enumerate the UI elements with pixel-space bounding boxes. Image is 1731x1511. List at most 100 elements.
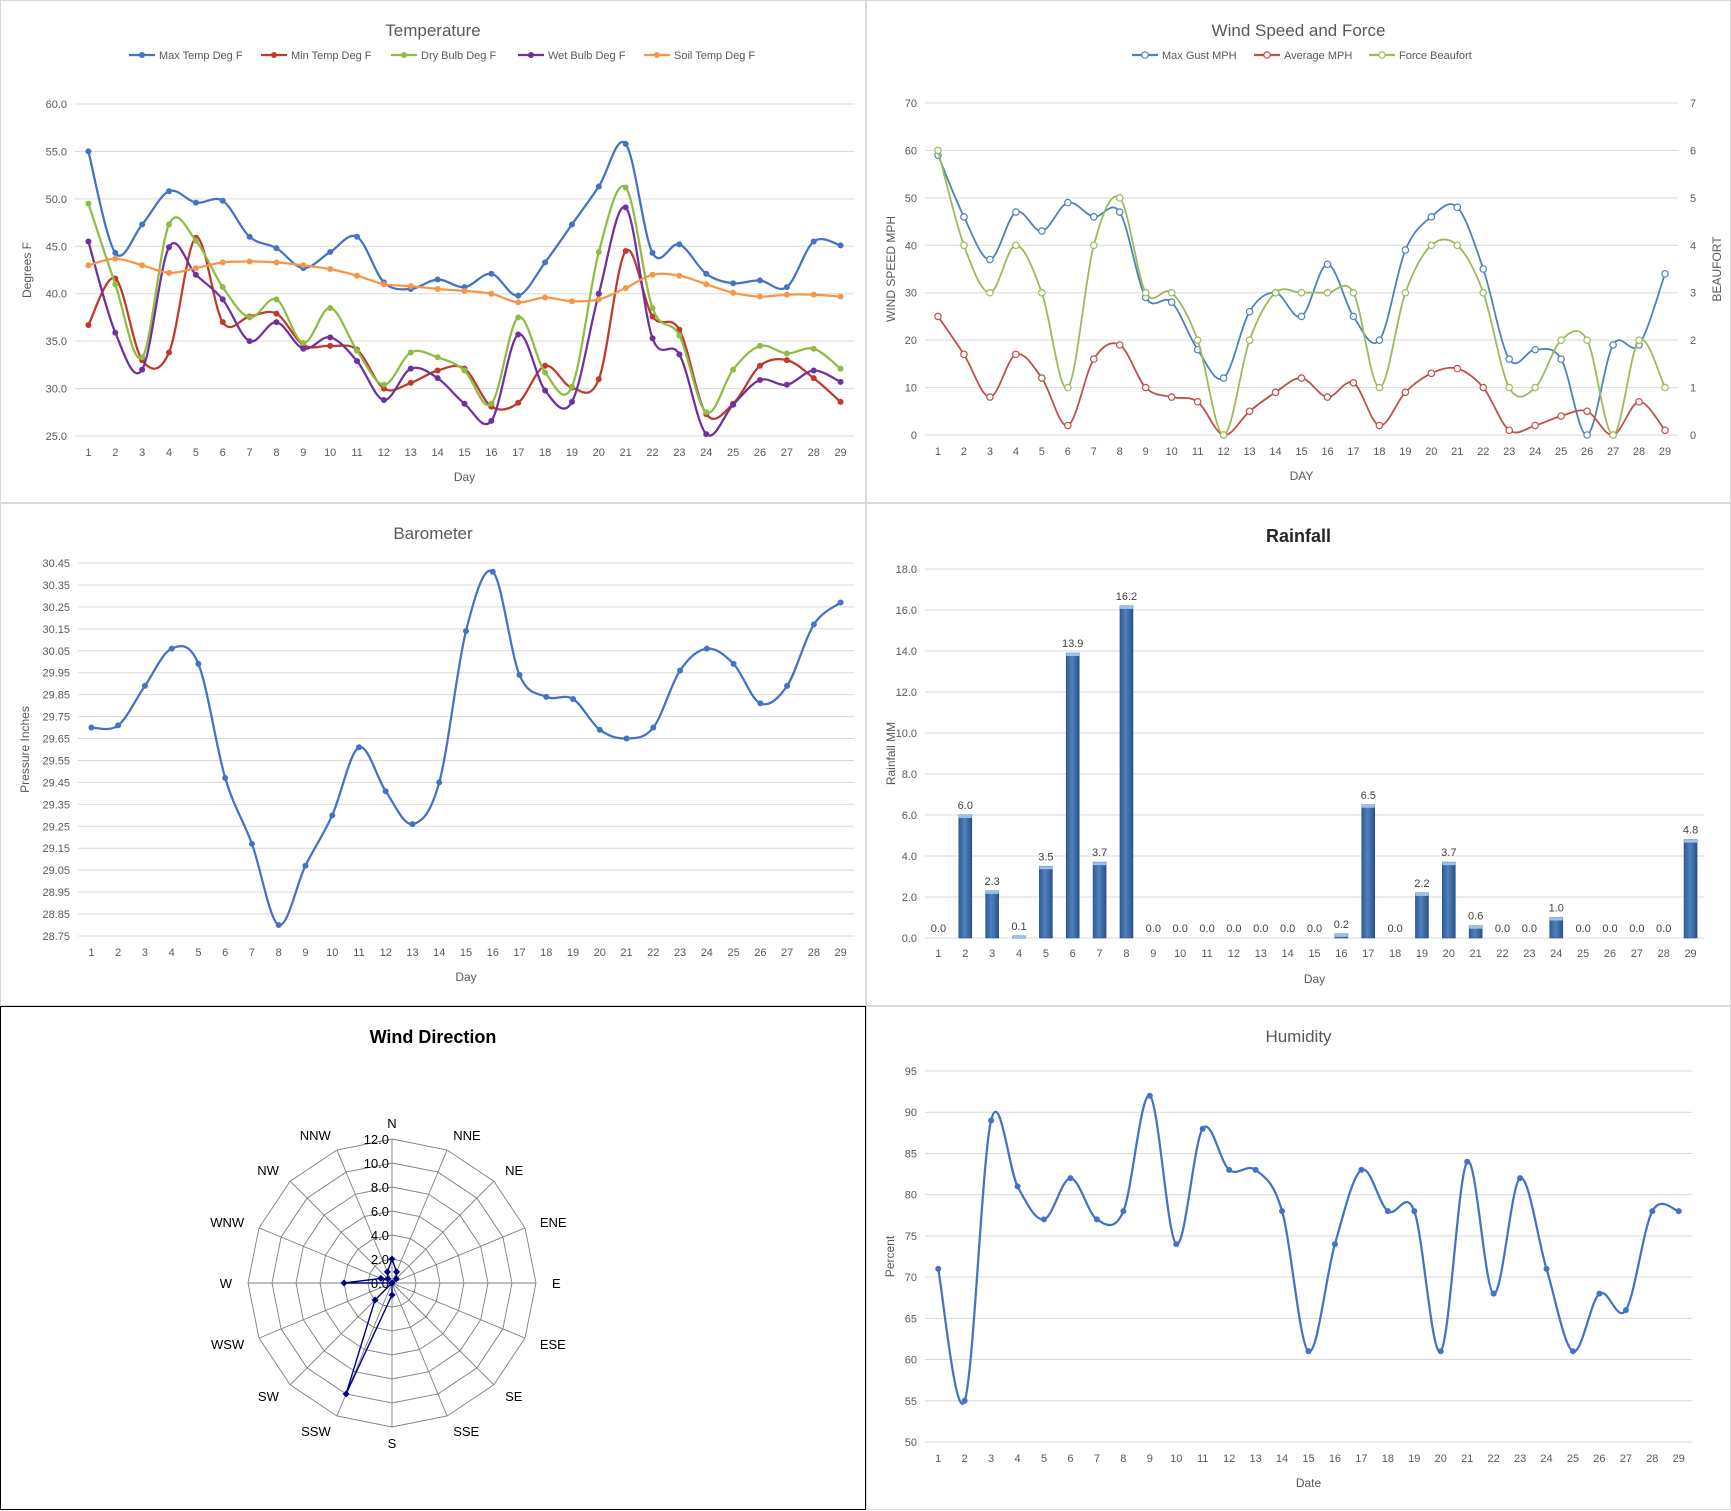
- data-point: [756, 342, 763, 349]
- x-tick-label: 1: [935, 1453, 941, 1465]
- rain-bar-top: [1684, 839, 1698, 843]
- data-point: [595, 296, 602, 303]
- wind-direction-point: [384, 1275, 392, 1283]
- y-tick-label: 10.0: [896, 728, 917, 740]
- series-line-1: [87, 236, 842, 421]
- y-tick-label: 70: [905, 1272, 917, 1284]
- rain-data-label: 0.0: [1307, 923, 1322, 935]
- y-tick-label: 29.55: [42, 755, 70, 767]
- data-point: [1219, 374, 1228, 382]
- data-point: [783, 357, 790, 364]
- radial-tick-label: 8.0: [371, 1180, 389, 1195]
- wind-direction-plot: NNNENEENEEESESESSESSSWSWWSWWWNWNWNNW0.02…: [210, 1116, 567, 1451]
- radar-spoke: [258, 1227, 393, 1284]
- x-tick-label: 29: [1684, 948, 1696, 960]
- data-point: [1675, 1208, 1682, 1215]
- data-point: [622, 285, 629, 292]
- x-tick-label: 14: [432, 447, 444, 459]
- data-point: [219, 259, 226, 266]
- rain-bar-top: [1361, 804, 1375, 808]
- y-tick-label: 50.0: [46, 194, 67, 206]
- compass-label: W: [220, 1276, 233, 1291]
- x-tick-label: 6: [220, 447, 226, 459]
- data-point: [1167, 288, 1176, 297]
- data-point: [1411, 1208, 1418, 1215]
- data-point: [192, 199, 199, 206]
- data-point: [757, 700, 764, 707]
- compass-label: WSW: [211, 1337, 245, 1352]
- x-tick-label: 17: [1355, 1453, 1367, 1465]
- wind-direction-point: [392, 1275, 400, 1283]
- radar-spoke: [391, 1282, 526, 1339]
- x-tick-label: 13: [405, 447, 417, 459]
- wind-direction-title: Wind Direction: [369, 1027, 497, 1047]
- y-tick-label: 60: [905, 145, 917, 157]
- x-tick-label: 7: [1094, 1453, 1100, 1465]
- data-point: [837, 599, 844, 606]
- x-tick-label: 8: [1117, 446, 1123, 458]
- x-tick-label: 5: [1039, 446, 1045, 458]
- data-point: [168, 645, 175, 652]
- rain-data-label: 13.9: [1062, 638, 1083, 650]
- x-tick-label: 7: [1091, 446, 1097, 458]
- data-point: [166, 269, 173, 276]
- x-tick-label: 11: [353, 947, 364, 959]
- x-tick-label: 11: [1192, 446, 1203, 458]
- rain-data-label: 4.8: [1683, 825, 1698, 837]
- rain-bar-top: [1039, 866, 1053, 870]
- data-point: [1384, 1208, 1391, 1215]
- rain-data-label: 3.5: [1038, 851, 1053, 863]
- rain-bar: [985, 890, 999, 939]
- radial-tick-label: 2.0: [371, 1252, 389, 1267]
- x-tick-label: 22: [646, 447, 658, 459]
- data-point: [1427, 369, 1436, 378]
- y-tick-label: 4.0: [902, 851, 917, 863]
- temperature-chart: Temperature 60.0 55.0 50.0 45.0 40.0 35.0 30.0…: [0, 0, 866, 503]
- x-tick-label: 14: [1282, 948, 1294, 960]
- radial-tick-label: 12.0: [364, 1132, 389, 1147]
- data-point: [380, 381, 387, 388]
- compass-label: S: [388, 1436, 397, 1451]
- data-point: [1323, 393, 1332, 401]
- x-tick-label: 18: [1389, 948, 1401, 960]
- data-point: [166, 349, 173, 356]
- data-point: [596, 726, 603, 733]
- data-point: [85, 200, 92, 207]
- y2-tick-label: 0: [1690, 430, 1696, 442]
- data-point: [407, 349, 414, 356]
- data-point: [275, 922, 282, 929]
- data-point: [595, 183, 602, 190]
- data-point: [434, 276, 441, 283]
- data-point: [516, 671, 523, 678]
- data-point: [515, 331, 522, 338]
- data-point: [1557, 412, 1565, 420]
- data-point: [756, 362, 763, 369]
- data-point: [1331, 1241, 1338, 1248]
- data-point: [327, 342, 334, 349]
- data-point: [1453, 364, 1462, 373]
- data-point: [1635, 336, 1643, 344]
- x-tick-label: 6: [1065, 446, 1071, 458]
- rain-bar-top: [1334, 933, 1348, 937]
- x-tick-label: 24: [701, 947, 713, 959]
- x-tick-label: 4: [1015, 1453, 1021, 1465]
- rain-data-label: 0.0: [1280, 923, 1295, 935]
- data-point: [810, 291, 817, 298]
- data-point: [1115, 208, 1124, 216]
- data-point: [1622, 1307, 1629, 1314]
- data-point: [568, 398, 575, 405]
- y-tick-label: 2.0: [902, 892, 917, 904]
- x-tick-label: 17: [1347, 446, 1359, 458]
- data-point: [1401, 288, 1410, 297]
- legend-entry: Average MPH: [1284, 50, 1352, 62]
- data-point: [810, 621, 817, 628]
- rain-data-label: 0.0: [1146, 923, 1161, 935]
- x-tick-label: 19: [1408, 1453, 1420, 1465]
- y-tick-label: 10: [905, 383, 917, 395]
- data-point: [1596, 1290, 1603, 1297]
- legend-entry: Soil Temp Deg F: [674, 50, 755, 62]
- rainfall-chart: Rainfall 18.0 16.0 14.0 12.0 10.0 8.0 6.0 4.0 2.…: [866, 503, 1731, 1006]
- data-point: [434, 354, 441, 361]
- data-point: [409, 821, 416, 828]
